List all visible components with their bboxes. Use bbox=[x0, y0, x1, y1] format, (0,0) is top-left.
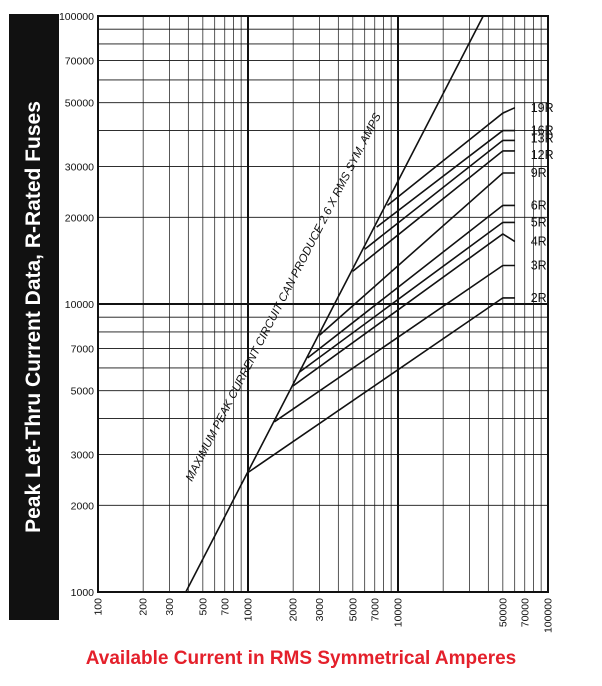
curve-label-6r: 6R bbox=[531, 198, 547, 212]
y-tick-label: 30000 bbox=[65, 162, 94, 174]
curve-3r bbox=[273, 264, 515, 423]
x-tick-label: 100 bbox=[93, 598, 105, 616]
max-peak-line bbox=[185, 15, 484, 593]
y-tick-label: 5000 bbox=[71, 386, 95, 398]
x-tick-label: 500 bbox=[197, 598, 209, 616]
y-tick-label: 1000 bbox=[71, 587, 95, 599]
y-axis-label-band bbox=[9, 14, 59, 620]
curve-12r bbox=[352, 150, 515, 272]
curve-label-4r: 4R bbox=[531, 234, 547, 248]
curve-label-5r: 5R bbox=[531, 215, 547, 229]
x-tick-label: 1000 bbox=[243, 598, 255, 622]
curve-9r bbox=[319, 172, 515, 336]
tick-labels: 1000 2000 3000 5000 7000 10000 20000 30000 50000… bbox=[59, 11, 555, 633]
curve-4r bbox=[292, 233, 516, 387]
x-tick-label: 50000 bbox=[497, 598, 509, 627]
curve-label-9r: 9R bbox=[531, 166, 547, 180]
curve-16r bbox=[376, 129, 515, 228]
curve-5r bbox=[298, 221, 515, 373]
curve-6r bbox=[307, 204, 515, 359]
x-tick-label: 200 bbox=[138, 598, 150, 616]
x-tick-label: 3000 bbox=[314, 598, 326, 622]
x-tick-label: 700 bbox=[219, 598, 231, 616]
curve-label-3r: 3R bbox=[531, 259, 547, 273]
plot-frame bbox=[97, 15, 549, 593]
curve-label-19r: 19R bbox=[531, 101, 554, 115]
y-tick-label: 2000 bbox=[71, 500, 95, 512]
x-tick-label: 300 bbox=[164, 598, 176, 616]
y-tick-label: 10000 bbox=[65, 299, 94, 311]
curve-13r bbox=[364, 139, 515, 250]
y-tick-label: 50000 bbox=[65, 98, 94, 110]
y-tick-label: 3000 bbox=[71, 450, 95, 462]
x-tick-label: 2000 bbox=[288, 598, 300, 622]
y-tick-label: 100000 bbox=[59, 11, 94, 23]
curve-label-16r: 16R bbox=[531, 124, 554, 138]
y-tick-label: 20000 bbox=[65, 212, 94, 224]
x-tick-label: 100000 bbox=[543, 598, 555, 633]
y-tick-label: 70000 bbox=[65, 56, 94, 68]
x-tick-label: 10000 bbox=[393, 598, 405, 627]
x-tick-label: 5000 bbox=[347, 598, 359, 622]
curve-19r bbox=[386, 107, 516, 207]
x-axis-label: Available Current in RMS Symmetrical Amp… bbox=[85, 648, 517, 669]
curve-label-12r: 12R bbox=[531, 148, 554, 162]
x-tick-label: 70000 bbox=[519, 598, 531, 627]
curve-label-2r: 2R bbox=[531, 291, 547, 305]
x-tick-label: 7000 bbox=[369, 598, 381, 622]
y-tick-label: 7000 bbox=[71, 344, 95, 356]
curve-2r bbox=[247, 297, 515, 474]
